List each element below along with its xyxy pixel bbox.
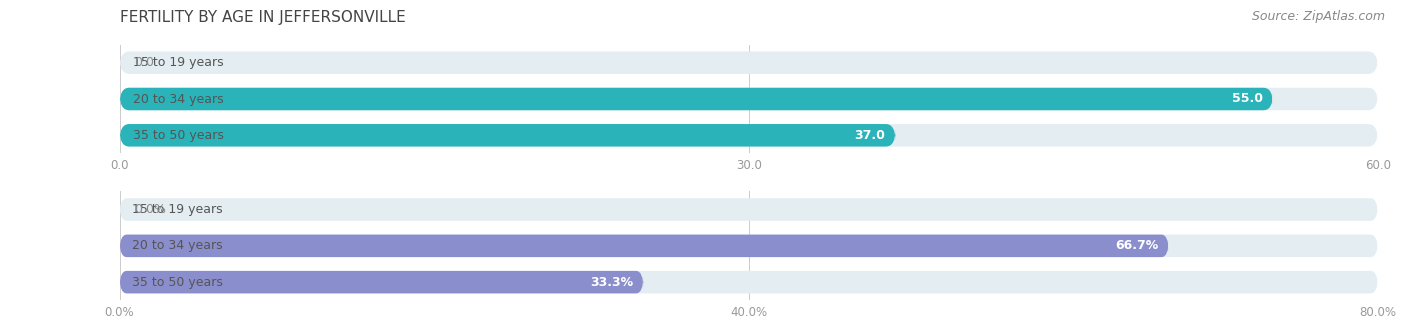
FancyBboxPatch shape: [120, 124, 1378, 147]
Text: 0.0%: 0.0%: [135, 203, 166, 216]
FancyBboxPatch shape: [120, 124, 896, 147]
Text: 20 to 34 years: 20 to 34 years: [134, 92, 224, 106]
Text: FERTILITY BY AGE IN JEFFERSONVILLE: FERTILITY BY AGE IN JEFFERSONVILLE: [120, 10, 405, 25]
Text: 35 to 50 years: 35 to 50 years: [134, 129, 224, 142]
FancyBboxPatch shape: [120, 235, 1168, 257]
FancyBboxPatch shape: [120, 271, 644, 293]
FancyBboxPatch shape: [120, 51, 1378, 74]
FancyBboxPatch shape: [120, 271, 1378, 293]
Text: 35 to 50 years: 35 to 50 years: [132, 276, 222, 289]
FancyBboxPatch shape: [120, 88, 1272, 110]
Text: 20 to 34 years: 20 to 34 years: [132, 239, 222, 252]
Text: Source: ZipAtlas.com: Source: ZipAtlas.com: [1251, 10, 1385, 23]
Text: 0.0: 0.0: [135, 56, 155, 69]
Text: 15 to 19 years: 15 to 19 years: [132, 203, 222, 216]
Text: 55.0: 55.0: [1232, 92, 1263, 106]
FancyBboxPatch shape: [120, 235, 1378, 257]
Text: 33.3%: 33.3%: [591, 276, 633, 289]
Text: 15 to 19 years: 15 to 19 years: [134, 56, 224, 69]
Text: 66.7%: 66.7%: [1115, 239, 1159, 252]
FancyBboxPatch shape: [120, 88, 1378, 110]
Text: 37.0: 37.0: [855, 129, 886, 142]
FancyBboxPatch shape: [120, 198, 1378, 221]
